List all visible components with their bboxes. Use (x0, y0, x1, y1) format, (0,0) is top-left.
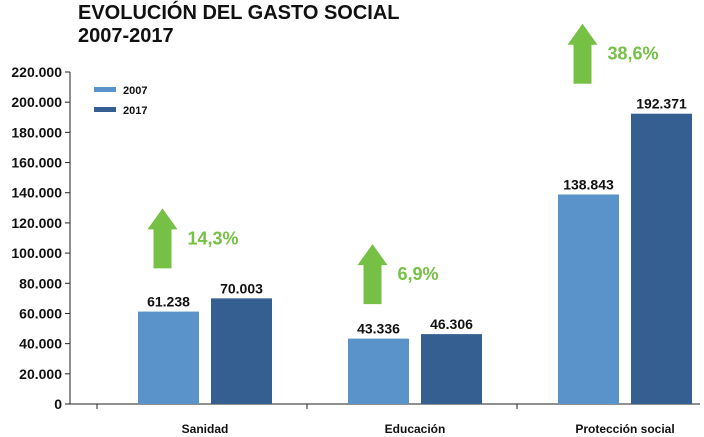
legend-swatch-2007 (94, 87, 116, 92)
value-label: 43.336 (357, 321, 400, 337)
chart-title-line-1: EVOLUCIÓN DEL GASTO SOCIAL (78, 2, 400, 24)
y-tick-label: 60.000 (19, 305, 62, 321)
category-label: Educación (385, 422, 446, 436)
y-tick-label: 0 (54, 396, 62, 412)
value-label: 61.238 (147, 294, 190, 310)
bar-2017-2 (421, 334, 482, 404)
bar-2017-1 (211, 298, 272, 404)
value-label: 192.371 (636, 96, 687, 112)
y-tick-label: 40.000 (19, 336, 62, 352)
y-tick-label: 180.000 (11, 124, 62, 140)
y-tick-label: 80.000 (19, 275, 62, 291)
value-label: 138.843 (563, 176, 614, 192)
legend-swatch-2017 (94, 107, 116, 112)
chart-title: EVOLUCIÓN DEL GASTO SOCIAL 2007-2017 (78, 2, 400, 48)
y-tick-label: 120.000 (11, 215, 62, 231)
bar-2017-3 (631, 113, 692, 404)
up-arrow-icon (567, 23, 598, 84)
category-label: Sanidad (182, 422, 229, 436)
bar-2007-1 (138, 311, 199, 404)
growth-label: 14,3% (188, 228, 239, 248)
y-tick-label: 200.000 (11, 94, 62, 110)
y-tick-label: 140.000 (11, 185, 62, 201)
bar-2007-2 (348, 338, 409, 404)
chart-title-line-2: 2007-2017 (78, 25, 174, 47)
up-arrow-icon (147, 208, 178, 269)
growth-label: 38,6% (608, 44, 659, 64)
value-label: 70.003 (220, 280, 263, 296)
value-label: 46.306 (430, 316, 473, 332)
legend-label: 2017 (123, 105, 147, 117)
bar-2007-3 (558, 194, 619, 404)
y-tick-label: 160.000 (11, 155, 62, 171)
growth-label: 6,9% (398, 264, 439, 284)
up-arrow-icon (357, 244, 388, 305)
legend-label: 2007 (123, 85, 147, 97)
y-tick-label: 20.000 (19, 366, 62, 382)
y-tick-label: 100.000 (11, 245, 62, 261)
category-label: Protección social (575, 422, 674, 436)
y-tick-label: 220.000 (11, 64, 62, 80)
